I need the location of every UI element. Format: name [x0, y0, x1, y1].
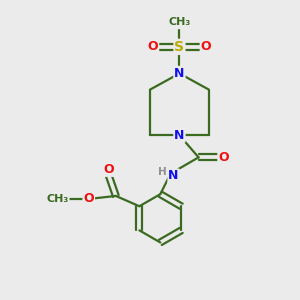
Text: O: O — [83, 192, 94, 206]
Text: N: N — [174, 129, 184, 142]
Text: N: N — [168, 169, 179, 182]
Text: O: O — [148, 40, 158, 53]
Text: O: O — [218, 151, 229, 164]
Text: O: O — [201, 40, 211, 53]
Text: H: H — [158, 167, 167, 177]
Text: CH₃: CH₃ — [168, 17, 190, 27]
Text: N: N — [174, 67, 184, 80]
Text: CH₃: CH₃ — [46, 194, 69, 204]
Text: S: S — [174, 40, 184, 54]
Text: O: O — [103, 163, 114, 176]
